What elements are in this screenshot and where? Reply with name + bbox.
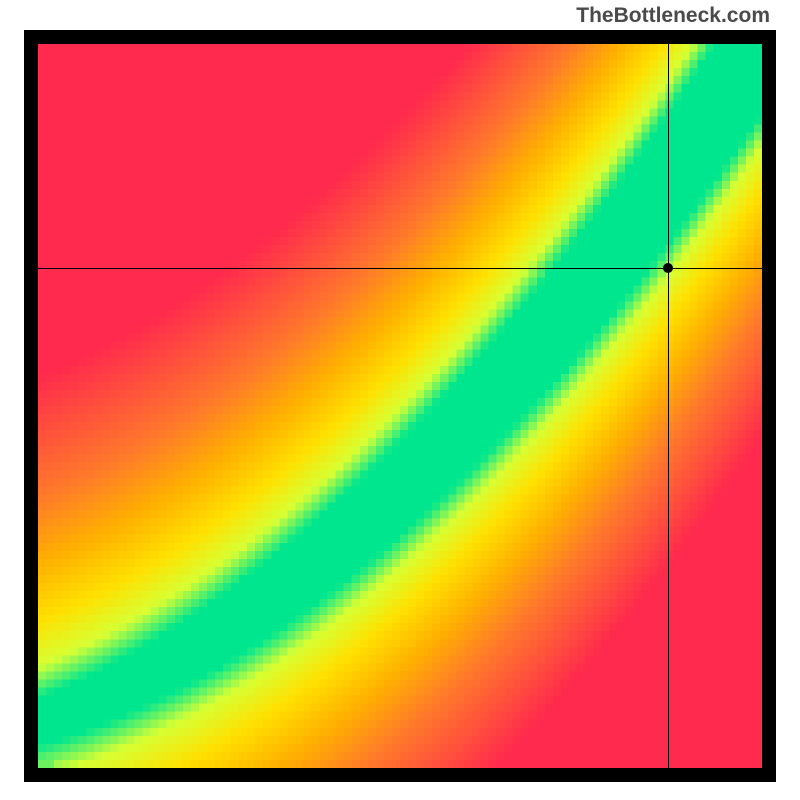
crosshair-horizontal xyxy=(38,268,762,269)
crosshair-marker-dot xyxy=(663,263,673,273)
heatmap-canvas xyxy=(38,44,762,768)
bottleneck-heatmap xyxy=(38,44,762,768)
crosshair-vertical xyxy=(668,44,669,768)
watermark-text: TheBottleneck.com xyxy=(576,4,770,28)
bottleneck-heatmap-frame xyxy=(24,30,776,782)
